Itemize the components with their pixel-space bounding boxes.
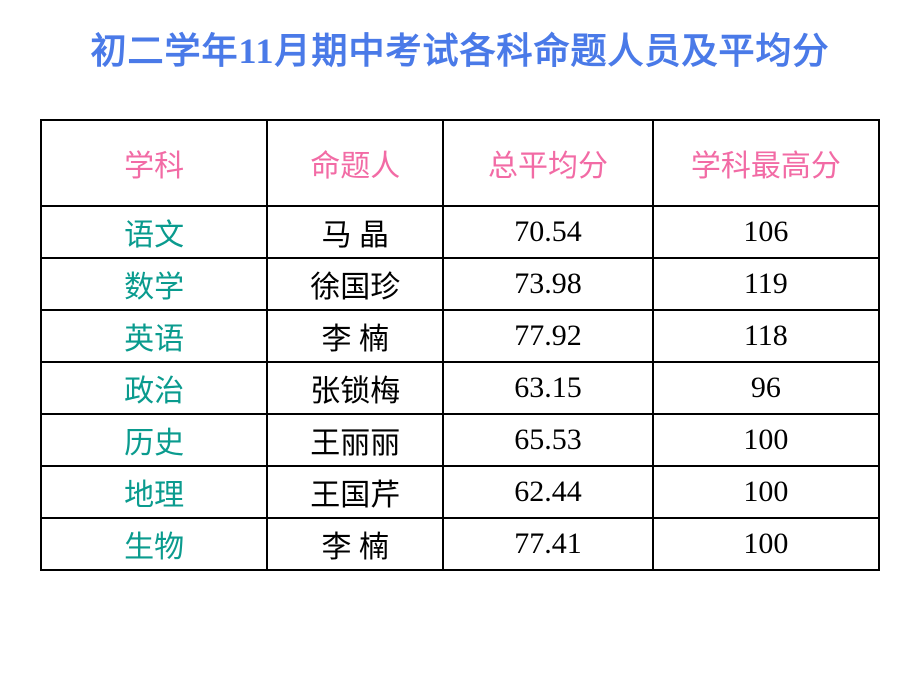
cell-max: 106 — [653, 206, 879, 258]
cell-avg: 77.41 — [443, 518, 653, 570]
cell-subject: 地理 — [41, 466, 267, 518]
table-row: 生物 李 楠 77.41 100 — [41, 518, 879, 570]
cell-person: 张锁梅 — [267, 362, 443, 414]
cell-person: 王丽丽 — [267, 414, 443, 466]
page-title: 初二学年11月期中考试各科命题人员及平均分 — [0, 0, 920, 74]
cell-person: 李 楠 — [267, 518, 443, 570]
cell-subject: 政治 — [41, 362, 267, 414]
table-row: 语文 马 晶 70.54 106 — [41, 206, 879, 258]
table-body: 语文 马 晶 70.54 106 数学 徐国珍 73.98 119 英语 李 楠… — [41, 206, 879, 570]
table-container: 学科 命题人 总平均分 学科最高分 语文 马 晶 70.54 106 数学 徐国… — [0, 74, 920, 571]
cell-avg: 70.54 — [443, 206, 653, 258]
cell-subject: 历史 — [41, 414, 267, 466]
cell-max: 100 — [653, 414, 879, 466]
cell-avg: 77.92 — [443, 310, 653, 362]
table-row: 历史 王丽丽 65.53 100 — [41, 414, 879, 466]
cell-max: 118 — [653, 310, 879, 362]
cell-avg: 63.15 — [443, 362, 653, 414]
header-max: 学科最高分 — [653, 120, 879, 206]
cell-subject: 生物 — [41, 518, 267, 570]
table-row: 英语 李 楠 77.92 118 — [41, 310, 879, 362]
table-row: 数学 徐国珍 73.98 119 — [41, 258, 879, 310]
table-row: 地理 王国芹 62.44 100 — [41, 466, 879, 518]
header-avg: 总平均分 — [443, 120, 653, 206]
header-person: 命题人 — [267, 120, 443, 206]
cell-person: 王国芹 — [267, 466, 443, 518]
score-table: 学科 命题人 总平均分 学科最高分 语文 马 晶 70.54 106 数学 徐国… — [40, 119, 880, 571]
cell-subject: 语文 — [41, 206, 267, 258]
cell-subject: 英语 — [41, 310, 267, 362]
cell-subject: 数学 — [41, 258, 267, 310]
cell-person: 马 晶 — [267, 206, 443, 258]
header-subject: 学科 — [41, 120, 267, 206]
cell-avg: 73.98 — [443, 258, 653, 310]
table-row: 政治 张锁梅 63.15 96 — [41, 362, 879, 414]
cell-max: 100 — [653, 518, 879, 570]
cell-person: 徐国珍 — [267, 258, 443, 310]
cell-max: 119 — [653, 258, 879, 310]
table-header-row: 学科 命题人 总平均分 学科最高分 — [41, 120, 879, 206]
cell-max: 96 — [653, 362, 879, 414]
cell-avg: 65.53 — [443, 414, 653, 466]
cell-person: 李 楠 — [267, 310, 443, 362]
cell-max: 100 — [653, 466, 879, 518]
cell-avg: 62.44 — [443, 466, 653, 518]
